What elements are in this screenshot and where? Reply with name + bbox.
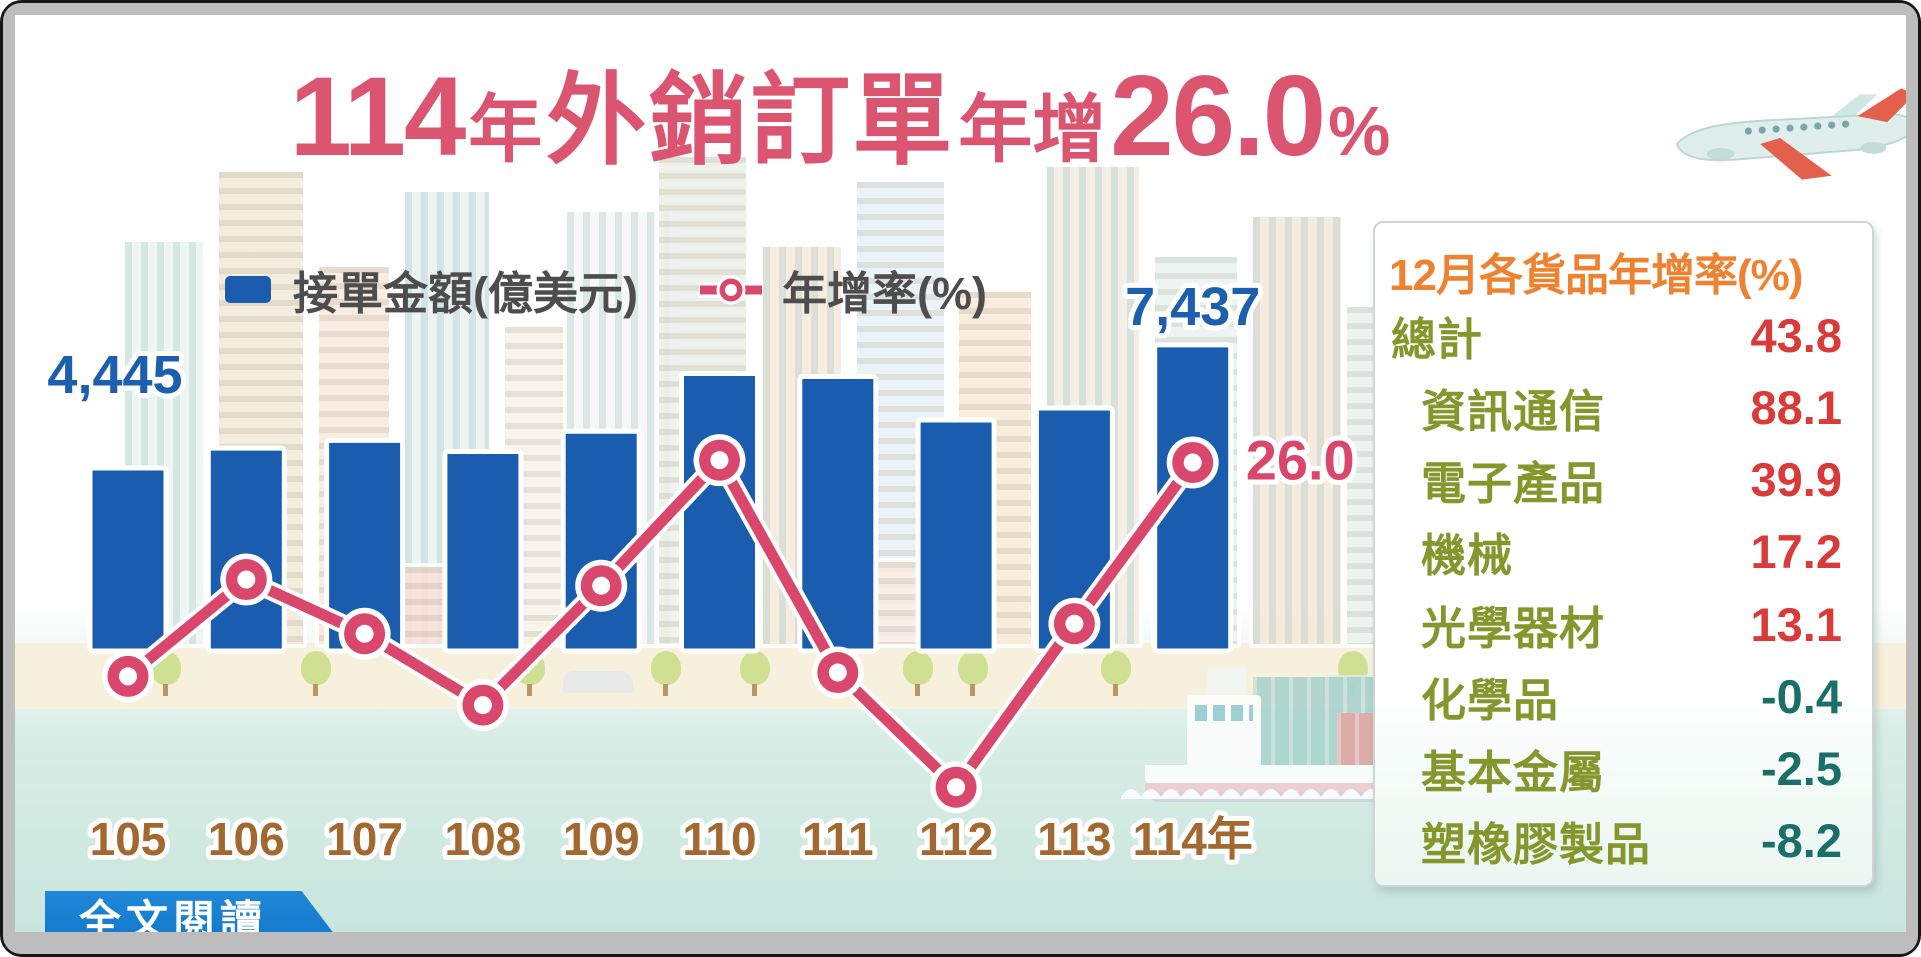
street-tree-icon bbox=[740, 651, 770, 696]
street-tree-icon bbox=[958, 651, 988, 696]
commodity-label: 光學器材 bbox=[1421, 602, 1606, 654]
commodity-label: 資訊通信 bbox=[1421, 385, 1606, 437]
commodity-value: 13.1 bbox=[1750, 597, 1842, 651]
bar-series-swatch bbox=[225, 276, 271, 303]
skyline-building bbox=[655, 153, 750, 648]
commodity-row: 基本金屬 -2.5 bbox=[1375, 733, 1872, 805]
street-tree-icon bbox=[515, 651, 545, 696]
commodity-value: 39.9 bbox=[1750, 453, 1842, 507]
street-tree-icon bbox=[1101, 651, 1131, 696]
commodity-value: 17.2 bbox=[1750, 525, 1842, 579]
commodity-panel-header: 12月各貨品年增率(%) bbox=[1389, 251, 1803, 300]
commodity-label: 機械 bbox=[1421, 530, 1514, 582]
ship-cabin-windows bbox=[1195, 705, 1253, 721]
commodity-value: -0.4 bbox=[1761, 669, 1842, 723]
commodity-label: 化學品 bbox=[1421, 674, 1560, 726]
commodity-value: -8.2 bbox=[1761, 814, 1842, 868]
commodity-panel: 12月各貨品年增率(%) 總計 43.8 資訊通信 88.1 電子產品 39.9 機械 17.… bbox=[1373, 221, 1874, 887]
skyline-building bbox=[843, 558, 973, 648]
skyline-building bbox=[121, 238, 207, 648]
street-tree-icon bbox=[151, 651, 181, 696]
street-tree-icon bbox=[651, 651, 681, 696]
commodity-row: 塑橡膠製品 -8.2 bbox=[1375, 805, 1872, 877]
skyline-building bbox=[1151, 253, 1241, 648]
line-series-label: 年增率(%) bbox=[781, 268, 987, 319]
skyline-building bbox=[1249, 213, 1345, 648]
commodity-label: 總計 bbox=[1391, 313, 1484, 365]
title-year-unit: 年 bbox=[468, 88, 543, 171]
card-frame-inner: 105 106 107 108 109 110 111 112 113 114年 4,445 7,43… bbox=[3, 3, 1918, 954]
read-more-button[interactable]: 全文閱讀 bbox=[45, 891, 347, 932]
card-content: 105 106 107 108 109 110 111 112 113 114年 4,445 7,43… bbox=[15, 15, 1906, 932]
title-main: 外銷訂單 bbox=[546, 65, 955, 177]
page-title: 114 年 外銷訂單 年增 26.0 % bbox=[265, 39, 1415, 184]
commodity-row: 化學品 -0.4 bbox=[1375, 660, 1872, 732]
skyline-building bbox=[1043, 163, 1143, 648]
street-tree-icon bbox=[903, 651, 933, 696]
title-growth-value: 26.0 bbox=[1110, 53, 1326, 180]
skyline-building bbox=[333, 563, 453, 648]
line-series-swatch bbox=[698, 275, 763, 304]
title-growth-label: 年增 bbox=[958, 88, 1107, 171]
commodity-row: 電子產品 39.9 bbox=[1375, 444, 1872, 516]
commodity-row: 總計 43.8 bbox=[1375, 299, 1872, 371]
street-tree-icon bbox=[301, 651, 331, 696]
commodity-label: 塑橡膠製品 bbox=[1421, 819, 1652, 871]
commodity-row: 資訊通信 88.1 bbox=[1375, 371, 1872, 443]
commodity-label: 基本金屬 bbox=[1421, 747, 1606, 799]
ship-bridge bbox=[1207, 667, 1247, 695]
title-percent-sign: % bbox=[1328, 92, 1391, 170]
ship-hull bbox=[1145, 765, 1403, 787]
commodity-label: 電子產品 bbox=[1421, 458, 1606, 510]
bar-series-label: 接單金額(億美元) bbox=[293, 268, 638, 319]
commodity-value: 43.8 bbox=[1750, 308, 1842, 362]
skyline-building bbox=[215, 168, 307, 648]
chart-legend: 接單金額(億美元) 年增率(%) bbox=[225, 257, 987, 322]
commodity-value: 88.1 bbox=[1750, 380, 1842, 434]
commodity-rows: 總計 43.8 資訊通信 88.1 電子產品 39.9 機械 17.2 光學器材 13.1 化學品 -… bbox=[1375, 299, 1872, 877]
car-icon bbox=[563, 671, 633, 693]
skyline-building bbox=[501, 323, 571, 648]
commodity-value: -2.5 bbox=[1761, 742, 1842, 796]
commodity-row: 光學器材 13.1 bbox=[1375, 588, 1872, 660]
commodity-row: 機械 17.2 bbox=[1375, 516, 1872, 588]
airplane-icon bbox=[1675, 88, 1906, 180]
ship-hull-stripe bbox=[1145, 783, 1403, 792]
title-year: 114 bbox=[289, 54, 467, 179]
